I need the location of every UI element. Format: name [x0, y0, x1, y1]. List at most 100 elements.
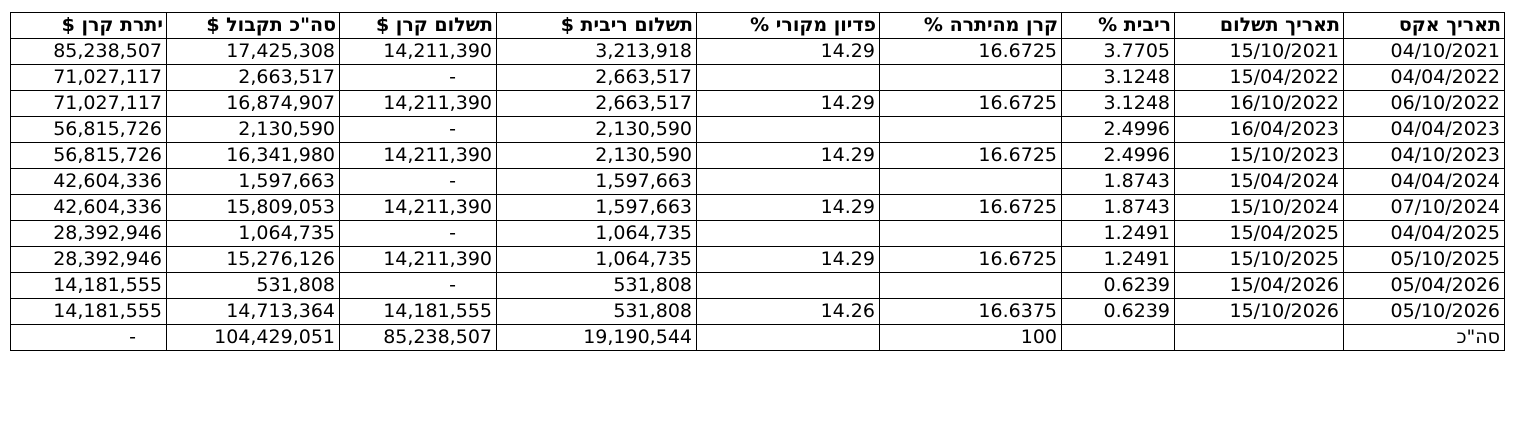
cell-principal-balance: -	[10, 324, 167, 351]
cell-principal-balance: 28,392,946	[10, 246, 167, 273]
header-original-redemption-pct: % פדיון מקורי	[696, 12, 880, 39]
cell-principal-balance: 71,027,117	[10, 64, 167, 91]
cell-total-receipt: 531,808	[166, 272, 340, 299]
cell-interest-payment: 531,808	[496, 298, 697, 325]
cell-interest-payment: 3,213,918	[496, 38, 697, 65]
cell-total-receipt: 14,713,364	[166, 298, 340, 325]
header-principal-balance: $ יתרת קרן	[10, 12, 167, 39]
total-row: -104,429,051 85,238,507 19,190,544 100 סה"כ	[10, 324, 1505, 351]
cell-original-redemption-pct: 14.29	[696, 142, 880, 169]
cell-principal-of-balance-pct: 100	[879, 324, 1062, 351]
cell-interest-pct: 1.8743	[1061, 168, 1175, 195]
cell-payment-date: 15/10/2024	[1174, 194, 1344, 221]
cell-principal-of-balance-pct: 16.6725	[879, 194, 1062, 221]
cell-principal-of-balance-pct: 16.6725	[879, 90, 1062, 117]
cell-principal-balance: 14,181,555	[10, 298, 167, 325]
cell-ex-date: 04/04/2024	[1343, 168, 1505, 195]
cell-principal-balance: 42,604,336	[10, 168, 167, 195]
cell-total-receipt: 1,064,735	[166, 220, 340, 247]
cell-interest-pct: 1.2491	[1061, 246, 1175, 273]
cell-ex-date: 05/10/2025	[1343, 246, 1505, 273]
cell-original-redemption-pct: 14.29	[696, 194, 880, 221]
header-principal-of-balance-pct: % קרן מהיתרה	[879, 12, 1062, 39]
table-row: 56,815,726 2,130,590-2,130,590 2.4996 16/04…	[10, 116, 1505, 143]
cell-principal-balance: 28,392,946	[10, 220, 167, 247]
cell-original-redemption-pct: 14.26	[696, 298, 880, 325]
header-total-receipt: $ סה"כ תקבול	[166, 12, 340, 39]
table-row: 28,392,946 1,064,735-1,064,735 1.2491 15/04…	[10, 220, 1505, 247]
header-principal-payment: $ תשלום קרן	[339, 12, 497, 39]
cell-interest-payment: 1,597,663	[496, 168, 697, 195]
cell-interest-payment: 2,663,517	[496, 64, 697, 91]
cell-interest-payment: 1,597,663	[496, 194, 697, 221]
cell-total-receipt: 1,597,663	[166, 168, 340, 195]
table-row: 42,604,336 15,809,053 14,211,390 1,597,663 1…	[10, 194, 1505, 221]
cell-original-redemption-pct	[696, 324, 880, 351]
cell-original-redemption-pct: 14.29	[696, 246, 880, 273]
cell-interest-payment: 1,064,735	[496, 246, 697, 273]
cell-principal-balance: 14,181,555	[10, 272, 167, 299]
cell-payment-date: 15/10/2025	[1174, 246, 1344, 273]
cell-total-receipt: 16,341,980	[166, 142, 340, 169]
cell-interest-payment: 2,130,590	[496, 116, 697, 143]
cell-payment-date: 15/04/2022	[1174, 64, 1344, 91]
cell-principal-payment: 14,211,390	[339, 142, 497, 169]
header-row: $ יתרת קרן $ סה"כ תקבול $ תשלום קרן $ תש…	[10, 12, 1505, 39]
cell-principal-payment: 14,211,390	[339, 246, 497, 273]
cell-interest-pct: 3.7705	[1061, 38, 1175, 65]
cell-original-redemption-pct: 14.29	[696, 90, 880, 117]
cell-interest-pct: 3.1248	[1061, 90, 1175, 117]
cell-principal-balance: 42,604,336	[10, 194, 167, 221]
table-row: 71,027,117 16,874,907 14,211,390 2,663,517 1…	[10, 90, 1505, 117]
cell-payment-date: 15/10/2021	[1174, 38, 1344, 65]
table-row: 42,604,336 1,597,663-1,597,663 1.8743 15/04…	[10, 168, 1505, 195]
cell-principal-payment: -	[339, 168, 497, 195]
cell-interest-pct: 0.6239	[1061, 298, 1175, 325]
cell-principal-of-balance-pct	[879, 116, 1062, 143]
cell-principal-balance: 85,238,507	[10, 38, 167, 65]
cell-payment-date: 16/04/2023	[1174, 116, 1344, 143]
cell-payment-date: 15/04/2024	[1174, 168, 1344, 195]
cell-original-redemption-pct	[696, 272, 880, 299]
cell-interest-payment: 19,190,544	[496, 324, 697, 351]
table-row: 28,392,946 15,276,126 14,211,390 1,064,735 1…	[10, 246, 1505, 273]
cell-total-receipt: 2,663,517	[166, 64, 340, 91]
cell-interest-pct	[1061, 324, 1175, 351]
cell-ex-date: 05/04/2026	[1343, 272, 1505, 299]
cell-principal-balance: 56,815,726	[10, 116, 167, 143]
cell-principal-payment: 14,181,555	[339, 298, 497, 325]
cell-payment-date: 15/04/2025	[1174, 220, 1344, 247]
cell-principal-payment: -	[339, 64, 497, 91]
cell-ex-date: 04/10/2023	[1343, 142, 1505, 169]
table-row: 71,027,117 2,663,517-2,663,517 3.1248 15/04…	[10, 64, 1505, 91]
table-row: 56,815,726 16,341,980 14,211,390 2,130,590 1…	[10, 142, 1505, 169]
table-row: 14,181,555 14,713,364 14,181,555 531,808 14.…	[10, 298, 1505, 325]
cell-principal-payment: 14,211,390	[339, 90, 497, 117]
cell-total-receipt: 17,425,308	[166, 38, 340, 65]
cell-principal-payment: -	[339, 116, 497, 143]
cell-ex-date: 04/04/2025	[1343, 220, 1505, 247]
cell-payment-date: 15/10/2023	[1174, 142, 1344, 169]
cell-principal-of-balance-pct	[879, 220, 1062, 247]
cell-principal-payment: 14,211,390	[339, 38, 497, 65]
header-payment-date: תאריך תשלום	[1174, 12, 1344, 39]
cell-interest-payment: 1,064,735	[496, 220, 697, 247]
cell-ex-date: 04/10/2021	[1343, 38, 1505, 65]
cell-principal-balance: 56,815,726	[10, 142, 167, 169]
cell-principal-of-balance-pct	[879, 272, 1062, 299]
cell-original-redemption-pct	[696, 64, 880, 91]
cell-total-receipt: 16,874,907	[166, 90, 340, 117]
cell-principal-payment: 85,238,507	[339, 324, 497, 351]
cell-payment-date: 15/04/2026	[1174, 272, 1344, 299]
cell-interest-pct: 1.2491	[1061, 220, 1175, 247]
cell-payment-date: 16/10/2022	[1174, 90, 1344, 117]
cell-principal-of-balance-pct: 16.6725	[879, 246, 1062, 273]
cell-payment-date	[1174, 324, 1344, 351]
cell-interest-pct: 0.6239	[1061, 272, 1175, 299]
cell-original-redemption-pct: 14.29	[696, 38, 880, 65]
cell-total-receipt: 104,429,051	[166, 324, 340, 351]
cell-interest-pct: 3.1248	[1061, 64, 1175, 91]
cell-ex-date: 04/04/2023	[1343, 116, 1505, 143]
table-row: 85,238,507 17,425,308 14,211,390 3,213,918 1…	[10, 38, 1505, 65]
cell-ex-date: 07/10/2024	[1343, 194, 1505, 221]
